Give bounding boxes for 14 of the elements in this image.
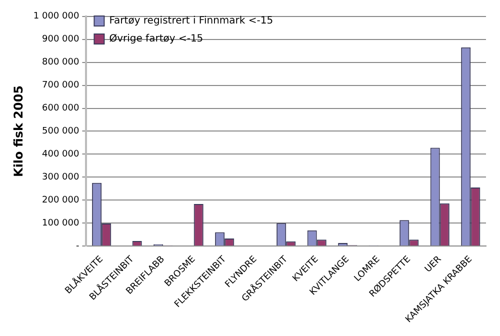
y-tick-label: 700 000 bbox=[42, 80, 80, 91]
y-tick-label: 600 000 bbox=[42, 104, 80, 114]
y-tick-label: - bbox=[76, 241, 80, 252]
y-tick-label: 100 000 bbox=[42, 218, 80, 228]
y-tick-label: 400 000 bbox=[42, 150, 80, 160]
y-tick-label: 800 000 bbox=[42, 58, 80, 68]
y-tick-label: 300 000 bbox=[42, 172, 80, 182]
y-tick-label: 900 000 bbox=[42, 34, 80, 45]
y-tick-label: 200 000 bbox=[42, 195, 80, 206]
y-axis-title: Kilo fisk 2005 bbox=[11, 85, 26, 177]
y-tick-label: 1 000 000 bbox=[33, 12, 80, 22]
y-tick-label: 500 000 bbox=[42, 126, 80, 137]
legend-label: Øvrige fartøy <-15 bbox=[109, 34, 204, 45]
legend-label: Fartøy registrert i Finnmark <-15 bbox=[109, 16, 274, 27]
